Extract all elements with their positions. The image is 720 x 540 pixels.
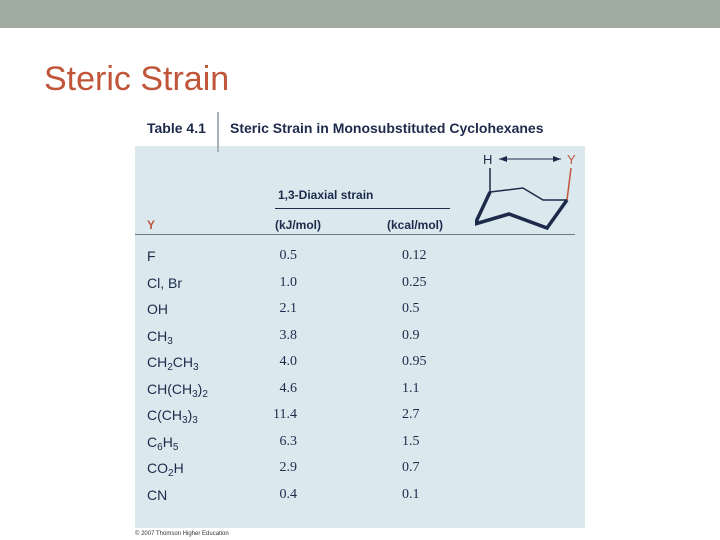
cell-kcal-mol: 0.5 [402, 301, 420, 316]
col-header-kj: (kJ/mol) [275, 218, 322, 232]
cell-kj-mol: 4.0 [279, 354, 298, 369]
cell-kj-mol: 2.9 [279, 460, 298, 475]
table-row: CH2CH3 4.0 0.95 [135, 354, 585, 380]
cell-substituent: CH3 [147, 327, 173, 347]
cell-kcal-mol: 0.12 [402, 248, 427, 263]
top-bar [0, 0, 720, 28]
cell-substituent: C6H5 [147, 433, 179, 453]
cell-substituent: F [147, 248, 156, 264]
cell-kcal-mol: 0.1 [402, 486, 420, 502]
cell-substituent: OH [147, 301, 168, 317]
cell-substituent: CN [147, 486, 168, 503]
col-header-kcal: (kcal/mol) [387, 218, 444, 232]
cell-kj-mol: 0.4 [279, 486, 298, 502]
table-row: CH(CH3)2 4.6 1.1 [135, 381, 585, 407]
cell-kj-mol: 2.1 [279, 301, 298, 316]
col-header-y: Y [147, 218, 156, 232]
cell-substituent: Cl, Br [147, 274, 182, 291]
cell-kj-mol: 0.5 [279, 248, 298, 263]
cell-kj-mol: 6.3 [279, 433, 298, 449]
header-divider [217, 112, 219, 152]
cell-kcal-mol: 2.7 [402, 407, 420, 422]
cell-kcal-mol: 1.1 [402, 380, 420, 396]
cell-substituent: CH2CH3 [147, 354, 199, 373]
table-number: Table 4.1 [147, 120, 206, 136]
cell-substituent: CO2H [147, 460, 184, 479]
table-row: OH 2.1 0.5 [135, 301, 585, 327]
cell-kj-mol: 3.8 [279, 327, 298, 343]
table-row: CO2H 2.9 0.7 [135, 460, 585, 486]
table-panel: Table 4.1 Steric Strain in Monosubstitut… [135, 108, 585, 528]
group-header: 1,3-Diaxial strain [278, 188, 374, 202]
cyclohexane-chair-diagram: H Y [475, 152, 576, 231]
table-caption: Steric Strain in Monosubstituted Cyclohe… [230, 120, 544, 136]
table-row: F 0.5 0.12 [135, 248, 585, 274]
cell-substituent: CH(CH3)2 [147, 380, 208, 400]
cell-kj-mol: 1.0 [279, 274, 298, 290]
diagram-label-h: H [483, 152, 492, 167]
header-rule [135, 234, 575, 235]
copyright-note: © 2007 Thomson Higher Education [135, 531, 229, 537]
cell-kj-mol: 4.6 [279, 380, 298, 396]
table-header-bar: Table 4.1 Steric Strain in Monosubstitut… [135, 108, 585, 152]
table-row: CN 0.4 0.1 [135, 487, 585, 513]
cell-substituent: C(CH3)3 [147, 407, 198, 426]
cell-kcal-mol: 1.5 [402, 433, 420, 449]
table-row: Cl, Br 1.0 0.25 [135, 275, 585, 301]
table-row: C6H5 6.3 1.5 [135, 434, 585, 460]
table-row: C(CH3)3 11.4 2.7 [135, 407, 585, 433]
cell-kj-mol: 11.4 [273, 407, 297, 422]
cell-kcal-mol: 0.25 [402, 274, 427, 290]
slide-title: Steric Strain [44, 60, 230, 98]
table-row: CH3 3.8 0.9 [135, 328, 585, 354]
cell-kcal-mol: 0.95 [402, 354, 427, 369]
diagram-label-y: Y [567, 152, 576, 167]
cell-kcal-mol: 0.7 [402, 460, 420, 475]
cell-kcal-mol: 0.9 [402, 327, 420, 343]
group-header-rule [275, 208, 450, 209]
